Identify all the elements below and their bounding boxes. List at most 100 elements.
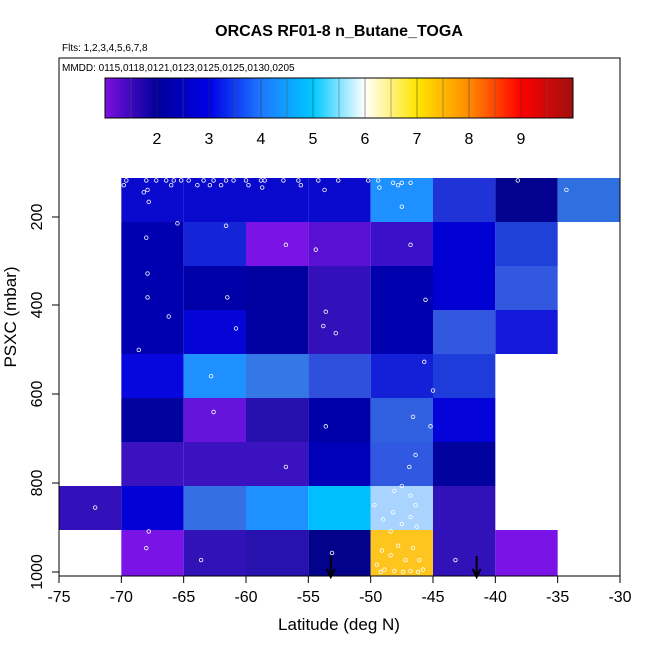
sample-point	[283, 242, 289, 248]
x-tick-label: -70	[110, 589, 133, 606]
heatmap-cell	[308, 354, 371, 398]
sample-point	[395, 182, 401, 188]
x-tick-label: -40	[484, 589, 507, 606]
sample-point	[410, 545, 416, 551]
sample-point	[208, 373, 214, 379]
sample-point	[164, 178, 169, 183]
sample-point	[390, 510, 396, 515]
sample-point	[414, 524, 419, 529]
sample-point	[392, 488, 397, 494]
x-tick-label: -30	[608, 589, 631, 606]
sample-point	[201, 178, 206, 183]
heatmap-cell	[59, 486, 122, 530]
heatmap-cell	[183, 354, 246, 398]
sample-point	[313, 247, 319, 252]
sample-point	[281, 178, 286, 183]
sample-point	[231, 178, 236, 183]
x-tick-label: -60	[234, 589, 257, 606]
sample-point	[408, 568, 413, 574]
heatmap-cell	[433, 530, 496, 576]
sample-point	[223, 223, 229, 228]
heatmap-cell	[370, 310, 433, 354]
heatmap-cell	[308, 442, 371, 486]
heatmap-cell	[370, 486, 433, 530]
heatmap-cell	[308, 222, 371, 266]
sample-point	[296, 178, 301, 183]
sample-point	[420, 567, 426, 572]
heatmap-cell	[308, 398, 371, 442]
sample-point	[175, 221, 180, 226]
colorbar-tick-label: 6	[361, 131, 370, 148]
heatmap-cell	[370, 442, 433, 486]
heatmap-cell	[183, 310, 246, 354]
heatmap-cell	[433, 266, 496, 310]
heatmap-cell	[308, 266, 371, 310]
colorbar-tick-label: 3	[205, 131, 214, 148]
heatmap-cell	[121, 222, 184, 266]
sample-point	[399, 483, 405, 489]
plot-frame	[58, 57, 621, 577]
sample-point	[323, 424, 328, 429]
colorbar-tick-label: 8	[465, 131, 474, 148]
x-tick-label: -75	[47, 589, 70, 606]
sample-point	[379, 548, 385, 553]
heatmap-cell	[370, 530, 433, 576]
sample-point	[186, 178, 191, 183]
heatmap-cell	[308, 178, 371, 222]
heatmap-cell	[495, 178, 558, 222]
x-tick-label: -55	[297, 589, 320, 606]
y-tick-label: 1000	[29, 554, 46, 590]
sample-point	[390, 180, 396, 185]
x-tick-label: -50	[359, 589, 382, 606]
heatmap-cell	[246, 398, 309, 442]
heatmap-cell	[308, 486, 371, 530]
heatmap-cells	[59, 178, 620, 576]
heatmap-cell	[246, 266, 309, 310]
sample-point	[262, 178, 267, 183]
sample-point	[178, 178, 184, 183]
sample-point	[298, 182, 304, 188]
heatmap-cell	[246, 178, 309, 222]
sample-point	[92, 505, 98, 510]
sample-point	[136, 347, 141, 353]
sample-point	[399, 204, 405, 209]
sample-point	[413, 502, 418, 508]
sample-point	[392, 568, 397, 574]
heatmap-cell	[121, 310, 184, 354]
heatmap-cell	[370, 222, 433, 266]
heatmap-cell	[121, 266, 184, 310]
heatmap-cell	[370, 266, 433, 310]
sample-point	[374, 562, 380, 568]
sample-point	[145, 187, 150, 193]
sample-point	[195, 182, 200, 188]
sample-point	[423, 297, 428, 302]
sample-point	[316, 178, 321, 183]
x-tick-label: -45	[421, 589, 444, 606]
sample-point	[260, 185, 265, 190]
y-tick-label: 600	[29, 381, 46, 408]
sample-point	[283, 464, 289, 470]
sample-point	[388, 529, 393, 534]
sample-point	[144, 178, 149, 183]
sample-point	[121, 182, 127, 188]
sample-point	[388, 553, 393, 558]
colorbar-tick-label: 2	[153, 131, 162, 148]
heatmap-cell	[495, 222, 558, 266]
sample-point	[336, 178, 341, 183]
sample-point	[146, 529, 151, 534]
y-tick-label: 800	[29, 470, 46, 497]
x-tick-label: -35	[546, 589, 569, 606]
heatmap-cell	[246, 222, 309, 266]
sample-point	[144, 545, 149, 551]
heatmap-cell	[370, 398, 433, 442]
dates-note: MMDD: 0115,0118,0121,0123,0125,0125,0130…	[62, 63, 295, 74]
flights-note: Flts: 1,2,3,4,5,6,7,8	[62, 43, 148, 54]
sample-points	[92, 178, 569, 575]
sample-point	[399, 522, 405, 527]
heatmap-cell	[433, 398, 496, 442]
sample-point	[382, 567, 387, 572]
sample-point	[377, 185, 382, 190]
sample-point	[243, 178, 249, 183]
sample-point	[333, 331, 338, 336]
sample-point	[403, 557, 408, 563]
